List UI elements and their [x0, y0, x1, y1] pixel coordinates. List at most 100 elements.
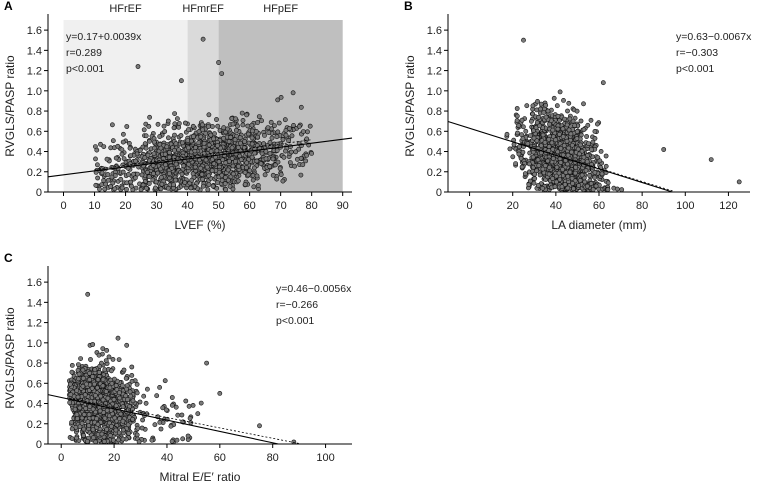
y-tick-label: 1.0 — [27, 338, 42, 350]
y-axis-label: RVGLS/PASP ratio — [3, 307, 17, 409]
data-point — [128, 179, 134, 185]
data-point — [85, 438, 90, 444]
data-point — [303, 158, 309, 164]
data-point — [549, 140, 555, 146]
data-point — [87, 370, 92, 376]
data-point — [249, 128, 255, 134]
data-point — [536, 114, 541, 120]
data-point — [263, 156, 269, 162]
y-tick-label: 0.4 — [427, 147, 442, 159]
x-tick-label: 30 — [150, 200, 162, 212]
data-point — [158, 174, 164, 180]
data-point — [276, 120, 282, 126]
data-point — [569, 142, 575, 148]
x-tick-label: 60 — [244, 200, 256, 212]
x-tick-label: 20 — [108, 452, 120, 464]
data-point — [81, 433, 86, 438]
data-point — [117, 395, 123, 401]
data-point — [570, 180, 575, 186]
data-point — [126, 430, 132, 436]
data-point — [88, 398, 94, 404]
data-point — [242, 170, 248, 175]
y-tick-label: 0.4 — [27, 399, 42, 411]
data-point — [553, 137, 558, 143]
data-point — [274, 176, 280, 182]
data-point — [205, 124, 211, 129]
x-tick-label: 20 — [119, 200, 131, 212]
data-point — [178, 133, 184, 138]
data-point — [69, 436, 75, 441]
data-point — [176, 147, 182, 153]
data-point — [115, 143, 121, 149]
data-point — [222, 181, 228, 187]
data-point — [597, 158, 603, 164]
data-point — [185, 145, 191, 151]
data-point — [166, 154, 172, 160]
data-point — [95, 421, 101, 427]
data-point — [164, 144, 170, 150]
data-point — [593, 183, 599, 189]
data-point — [235, 178, 241, 184]
data-point — [173, 141, 179, 147]
stats-annotation: y=0.46−0.0056x — [276, 283, 352, 295]
x-tick-label: 50 — [212, 200, 224, 212]
data-point — [152, 185, 158, 191]
data-point — [542, 139, 548, 145]
data-point — [196, 140, 202, 146]
data-point — [121, 156, 127, 161]
data-point — [171, 147, 177, 153]
data-point — [120, 383, 125, 388]
data-point — [187, 415, 193, 421]
data-point — [119, 185, 125, 191]
data-point — [269, 135, 275, 141]
data-point — [275, 97, 281, 103]
data-point — [572, 170, 578, 176]
data-point — [141, 393, 147, 399]
data-point — [578, 132, 584, 138]
data-point — [175, 412, 181, 418]
data-point — [121, 131, 126, 137]
data-point — [158, 186, 164, 192]
data-point — [209, 124, 215, 129]
data-point — [221, 135, 226, 141]
data-point — [614, 186, 620, 192]
data-point — [94, 416, 99, 422]
x-tick-label: 80 — [636, 200, 648, 212]
data-point — [565, 108, 570, 114]
data-point — [76, 362, 81, 367]
y-tick-label: 0 — [436, 187, 442, 199]
data-point — [280, 137, 286, 142]
data-point — [146, 174, 152, 180]
data-point — [109, 380, 115, 386]
x-tick-label: 10 — [88, 200, 100, 212]
data-point — [245, 131, 251, 137]
data-point — [233, 127, 239, 133]
data-point — [736, 179, 742, 185]
stats-annotation: p<0.001 — [676, 63, 714, 75]
data-point — [81, 426, 87, 432]
data-point — [215, 143, 220, 149]
data-point — [507, 146, 513, 152]
data-point — [127, 161, 133, 167]
data-point — [134, 381, 140, 387]
data-point — [265, 125, 271, 130]
data-point — [256, 114, 262, 119]
data-point — [603, 153, 609, 159]
data-point — [162, 378, 168, 384]
data-point — [540, 132, 546, 138]
stats-annotation: r=−0.266 — [276, 299, 318, 311]
data-point — [90, 427, 96, 432]
data-point — [298, 104, 304, 110]
data-point — [179, 140, 185, 146]
data-point — [236, 163, 241, 169]
data-point — [522, 171, 528, 177]
data-point — [81, 412, 87, 417]
data-point — [103, 389, 109, 394]
data-point — [116, 357, 122, 362]
data-point — [183, 398, 189, 404]
data-point — [118, 176, 124, 182]
y-tick-label: 1.2 — [27, 318, 42, 330]
data-point — [587, 172, 592, 178]
data-point — [143, 133, 149, 139]
data-point — [154, 393, 160, 399]
